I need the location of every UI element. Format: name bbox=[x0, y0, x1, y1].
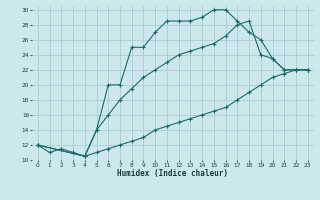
X-axis label: Humidex (Indice chaleur): Humidex (Indice chaleur) bbox=[117, 169, 228, 178]
